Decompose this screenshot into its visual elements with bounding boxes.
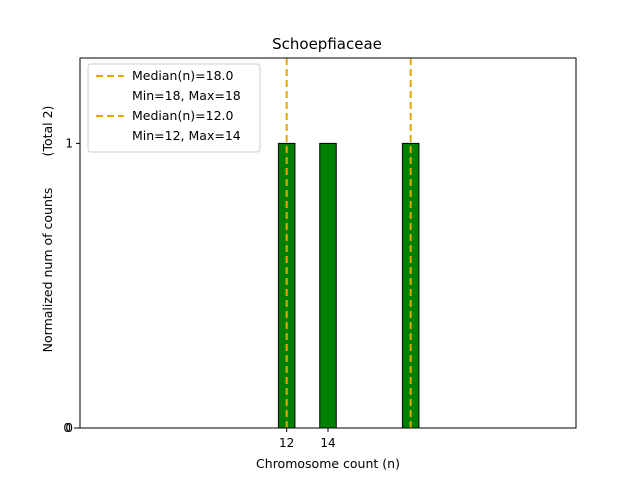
x-axis-label: Chromosome count (n) <box>256 456 400 471</box>
histogram-bar-14 <box>319 142 337 429</box>
legend-box <box>87 63 261 153</box>
legend-entry-label: Min=18, Max=18 <box>132 88 241 103</box>
chart-title: Schoepfiaceae <box>272 35 382 53</box>
legend-entry-label: Median(n)=12.0 <box>132 108 233 123</box>
legend-entry-label: Median(n)=18.0 <box>132 68 233 83</box>
histogram-bar-12 <box>277 142 296 429</box>
plot-area <box>80 58 529 429</box>
y-tick-label: 0 <box>65 421 73 435</box>
x-tick-label: 14 <box>320 436 335 450</box>
y-tick-label: 0 <box>63 421 71 435</box>
legend: Median(n)=18.0 Min=18, Max=18 Median(n)=12… <box>87 63 261 153</box>
histogram-bar-18 <box>401 142 420 429</box>
y-axis-total-label: (Total 2) <box>40 106 55 157</box>
y-tick-label: 1 <box>65 136 73 150</box>
y-axis-label: Normalized num of counts <box>40 188 55 353</box>
x-tick-label: 12 <box>279 436 294 450</box>
legend-entry-label: Min=12, Max=14 <box>132 128 241 143</box>
